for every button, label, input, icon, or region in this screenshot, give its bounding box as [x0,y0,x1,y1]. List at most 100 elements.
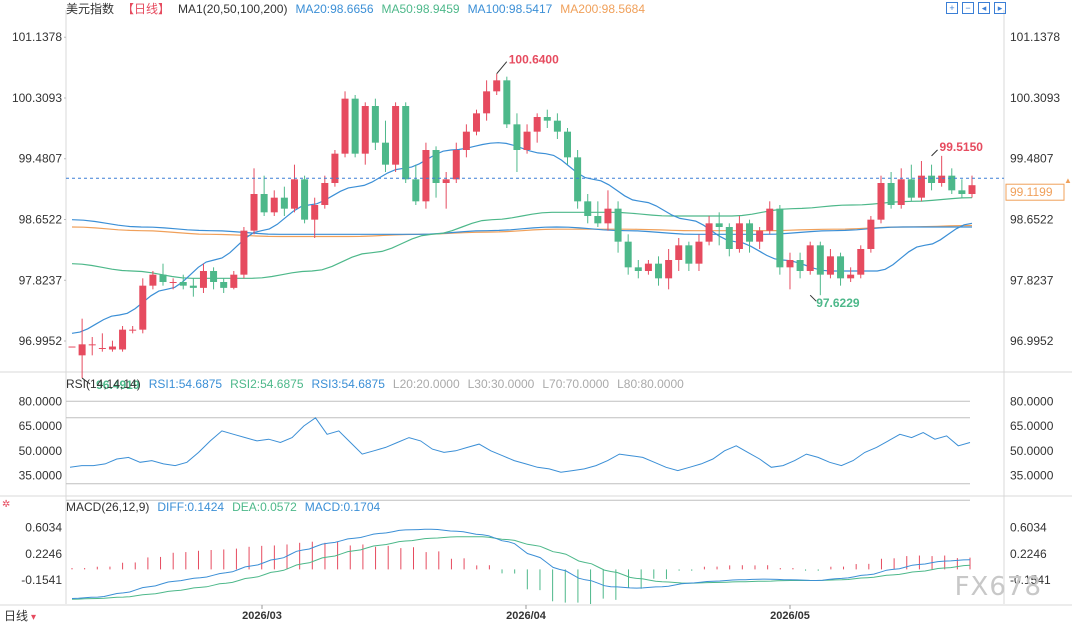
ma100-value: MA100:98.5417 [467,2,553,16]
candle-body [108,346,116,350]
zoom-out-icon[interactable]: − [962,2,974,14]
current-price-tag [1005,183,1065,201]
candle-body [240,230,248,275]
candle-body [907,179,915,198]
candle-body [897,179,905,205]
high-pointer [496,61,508,75]
ma200-line [71,224,973,238]
time-axis-label: 2026/04 [506,610,547,622]
rsi1-value: RSI1:54.6875 [148,377,223,391]
rsi-axis-tick-left: 80.0000 [19,394,63,408]
rsi-label[interactable]: RSI(14,14,14) [66,377,141,391]
rsi-l30: L30:30.0000 [467,377,535,391]
candle-body [735,223,743,249]
candle-body [655,263,663,279]
macd-axis-tick-right: 0.6034 [1010,521,1047,535]
price-axis-tick-left: 99.4807 [19,152,63,166]
candle-body [159,274,167,282]
candle-body [68,346,76,348]
price-axis-tick-right: 99.4807 [1010,152,1054,166]
candle-body [483,91,491,114]
candle-body [422,150,430,202]
recent-high-pointer [931,149,938,157]
candle-body [796,260,804,271]
low-pointer [81,377,91,385]
candle-body [392,106,400,165]
rsi-l70: L70:70.0000 [542,377,610,391]
price-axis-tick-right: 101.1378 [1010,30,1060,44]
candle-body [432,150,440,183]
candle-body [321,183,329,205]
watermark-logo: FX678 [954,572,1042,602]
price-axis-tick-left: 96.9952 [19,334,63,348]
rsi-axis-tick-right: 50.0000 [1010,444,1054,458]
price-axis-tick-right: 98.6522 [1010,213,1054,227]
candle-body [351,98,359,154]
move-right-icon[interactable]: ▸ [994,2,1006,14]
candle-body [574,157,582,202]
candle-body [725,227,733,249]
candle-body [311,205,319,220]
macd-value: MACD:0.1704 [304,500,381,514]
candle-body [867,219,875,249]
price-arrow-icon: ▲ [1064,176,1072,185]
candle-body [857,249,865,275]
candle-body [402,106,410,180]
candle-body [119,329,127,350]
candle-body [695,241,703,264]
candle-body [290,179,298,209]
candle-body [280,197,288,209]
rsi-axis-tick-right: 35.0000 [1010,469,1054,483]
candle-body [230,274,238,288]
ma50-line [71,197,973,279]
candle-body [887,183,895,205]
move-left-icon[interactable]: ◂ [978,2,990,14]
candle-body [523,131,531,150]
candle-body [472,113,480,132]
ma50-value: MA50:98.9459 [381,2,460,16]
candle-body [715,223,723,227]
rsi-l20: L20:20.0000 [392,377,460,391]
candle-body [462,131,470,150]
dea-line [71,536,971,600]
rsi-line [69,417,971,473]
candle-body [381,142,389,165]
price-axis-tick-left: 101.1378 [12,30,62,44]
candle-body [543,117,551,121]
candle-body [533,117,541,132]
rsi-axis-tick-left: 50.0000 [19,444,63,458]
zoom-in-icon[interactable]: + [946,2,958,14]
candle-body [685,245,693,264]
candle-body [341,98,349,154]
candle-body [958,190,966,194]
macd-settings-icon[interactable]: ✲ [2,499,11,510]
candle-body [270,197,278,213]
candle-body [503,80,511,125]
candle-body [675,245,683,260]
candle-body [644,263,652,271]
price-axis-tick-left: 100.3093 [12,91,62,105]
ma-settings-label[interactable]: MA1(20,50,100,200) [178,2,288,16]
rsi-axis-tick-right: 80.0000 [1010,394,1054,408]
rsi-header: RSI(14,14,14) RSI1:54.6875 RSI2:54.6875 RSI… [66,376,692,392]
macd-label[interactable]: MACD(26,12,9) [66,500,150,514]
period-selector[interactable]: 日线 ▾ [4,607,36,624]
high-annotation: 100.6400 [509,53,559,67]
candle-body [98,348,106,349]
candle-body [220,282,228,288]
diff-value: DIFF:0.1424 [157,500,225,514]
candle-body [149,274,157,286]
candle-body [260,194,268,213]
candle-body [776,208,784,268]
candle-body [179,282,187,286]
ma100-line [71,219,972,235]
candle-body [877,183,885,220]
rsi-l80: L80:80.0000 [617,377,684,391]
candle-body [634,267,642,271]
price-header: 美元指数 【日线】 MA1(20,50,100,200) MA20:98.6656 MA… [66,1,653,17]
candle-body [301,179,309,220]
price-axis-tick-left: 97.8237 [19,273,63,287]
candle-body [624,241,632,268]
candle-body [442,179,450,183]
